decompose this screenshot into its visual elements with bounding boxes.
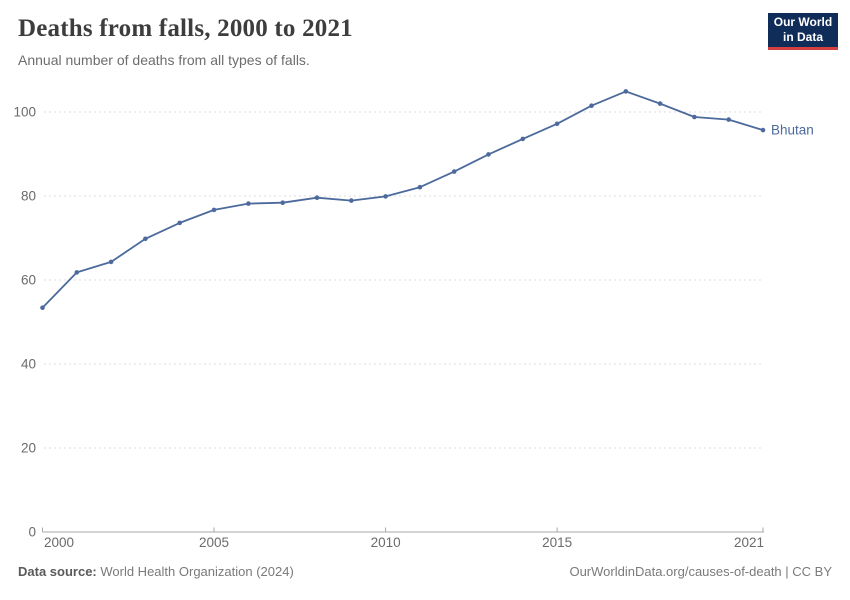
data-point-2001[interactable] (74, 270, 80, 275)
x-axis-label-2000: 2000 (44, 535, 74, 550)
owid-logo-line2: in Data (782, 30, 823, 44)
data-point-2011[interactable] (417, 184, 423, 190)
owid-logo-line1: Our World (773, 14, 833, 29)
data-point-2007[interactable] (280, 200, 286, 205)
data-point-2012[interactable] (451, 169, 457, 174)
data-point-2019[interactable] (692, 114, 697, 120)
y-axis-label-60: 60 (21, 273, 36, 288)
data-point-2018[interactable] (657, 101, 663, 106)
x-axis-label-2015: 2015 (542, 535, 572, 550)
x-axis-label-2005: 2005 (199, 535, 229, 550)
data-source-note: Data source: World Health Organization (… (18, 564, 294, 579)
data-point-2009[interactable] (349, 198, 354, 203)
page-footer: Data source: World Health Organization (… (18, 564, 832, 579)
data-source-text: World Health Organization (2024) (96, 564, 294, 579)
data-point-2014[interactable] (520, 136, 526, 142)
data-point-2008[interactable] (314, 195, 320, 200)
y-axis-label-80: 80 (21, 189, 36, 204)
data-point-2013[interactable] (486, 152, 491, 157)
data-point-2002[interactable] (108, 259, 114, 265)
y-axis-label-40: 40 (21, 357, 36, 372)
data-point-2010[interactable] (383, 194, 388, 199)
data-point-2015[interactable] (554, 121, 560, 127)
data-point-2003[interactable] (143, 236, 148, 242)
data-point-2004[interactable] (177, 220, 182, 226)
y-axis-label-100: 100 (13, 105, 36, 120)
data-point-2021[interactable] (760, 127, 766, 133)
series-line-bhutan[interactable] (41, 90, 764, 309)
data-point-2016[interactable] (589, 103, 594, 108)
y-axis-label-20: 20 (21, 441, 36, 456)
data-point-2006[interactable] (246, 201, 251, 206)
x-axis-label-2010: 2010 (371, 535, 401, 550)
page-title: Deaths from falls, 2000 to 2021 (18, 15, 353, 42)
page-subtitle: Annual number of deaths from all types o… (18, 52, 310, 68)
owid-logo[interactable]: Our World in Data (768, 13, 838, 50)
series-label-bhutan[interactable]: Bhutan (771, 123, 814, 138)
y-axis-label-0: 0 (28, 525, 36, 540)
data-point-2017[interactable] (623, 89, 629, 94)
x-axis-label-2021: 2021 (734, 535, 764, 550)
data-point-2020[interactable] (726, 117, 731, 122)
data-source-label: Data source: (18, 564, 97, 579)
license-note[interactable]: OurWorldinData.org/causes-of-death | CC … (569, 564, 832, 579)
data-point-2005[interactable] (211, 207, 217, 213)
data-point-2000[interactable] (40, 305, 45, 311)
